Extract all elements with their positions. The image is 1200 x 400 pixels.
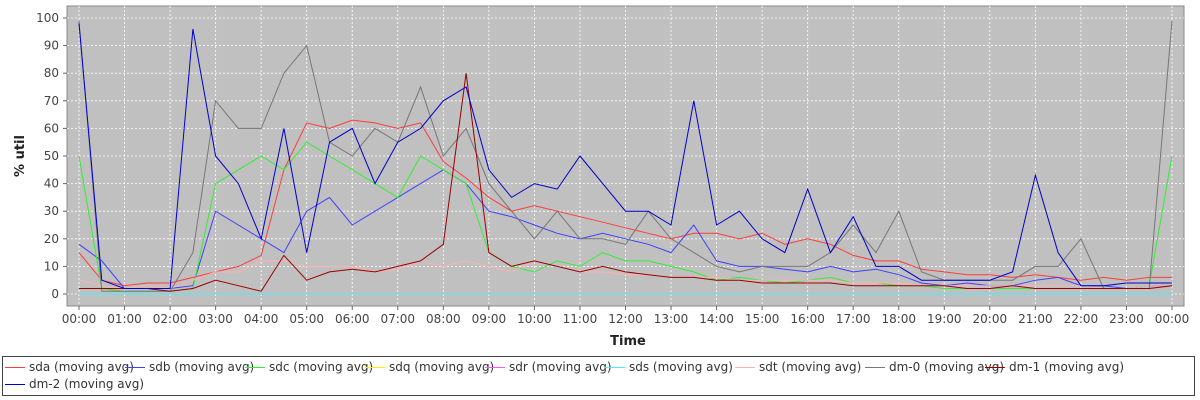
legend-item: dm-2 (moving avg): [5, 377, 144, 393]
legend-swatch: [485, 367, 505, 368]
legend-item: sdb (moving avg): [125, 360, 254, 376]
y-tick-label: 20: [44, 232, 59, 246]
x-tick-label: 21:00: [1018, 312, 1053, 326]
legend-swatch: [5, 367, 25, 368]
legend-label: dm-1 (moving avg): [1009, 360, 1125, 374]
legend-swatch: [5, 384, 25, 385]
y-axis-title: % util: [13, 135, 28, 177]
legend-item: sdc (moving avg): [245, 360, 373, 376]
x-tick-label: 23:00: [1109, 312, 1144, 326]
y-tick-label: 10: [44, 259, 59, 273]
legend-label: sdq (moving avg): [389, 360, 495, 374]
x-tick-label: 01:00: [107, 312, 142, 326]
y-tick-label: 80: [44, 66, 59, 80]
y-tick-label: 70: [44, 94, 59, 108]
series-line-dm-2: [78, 23, 1172, 289]
legend-item: sdr (moving avg): [485, 360, 612, 376]
x-tick-label: 15:00: [745, 312, 780, 326]
x-tick-label: 19:00: [927, 312, 962, 326]
y-tick-label: 50: [44, 149, 59, 163]
legend-swatch: [985, 367, 1005, 368]
series-line-sdt: [78, 260, 1172, 290]
legend-swatch: [605, 367, 625, 368]
legend-swatch: [125, 367, 145, 368]
x-tick-label: 22:00: [1064, 312, 1099, 326]
legend-label: sdb (moving avg): [149, 360, 255, 374]
x-tick-label: 04:00: [244, 312, 279, 326]
legend: sda (moving avg) sdb (moving avg) sdc (mov…: [2, 356, 1195, 396]
legend-label: sds (moving avg): [629, 360, 733, 374]
x-tick-label: 02:00: [153, 312, 188, 326]
x-tick-label: 08:00: [426, 312, 461, 326]
x-axis: 00:00 01:00 02:00 03:00 04:00 05:00 06:00 07:00…: [62, 306, 1190, 326]
x-tick-label: 18:00: [881, 312, 916, 326]
legend-swatch: [735, 367, 755, 368]
x-tick-label: 12:00: [608, 312, 643, 326]
x-tick-label: 20:00: [973, 312, 1008, 326]
y-tick-label: 100: [36, 11, 59, 25]
y-tick-label: 0: [51, 287, 59, 301]
y-axis: 0 10 20 30 40 50 60 70 80 90 100: [36, 11, 67, 301]
x-tick-label: 11:00: [563, 312, 598, 326]
x-tick-label: 10:00: [517, 312, 552, 326]
legend-item: sdt (moving avg): [735, 360, 861, 376]
y-tick-label: 60: [44, 121, 59, 135]
x-tick-label: 16:00: [790, 312, 825, 326]
legend-label: sdc (moving avg): [269, 360, 374, 374]
series-layer: [78, 20, 1173, 295]
legend-item: sdq (moving avg): [365, 360, 494, 376]
legend-label: dm-2 (moving avg): [29, 377, 145, 391]
legend-label: sdt (moving avg): [759, 360, 862, 374]
x-tick-label: 05:00: [289, 312, 324, 326]
x-tick-label: 17:00: [836, 312, 871, 326]
legend-label: sda (moving avg): [29, 360, 134, 374]
x-tick-label: 00:00: [1155, 312, 1190, 326]
x-tick-label: 06:00: [335, 312, 370, 326]
legend-swatch: [365, 367, 385, 368]
x-tick-label: 03:00: [198, 312, 233, 326]
legend-item: sds (moving avg): [605, 360, 733, 376]
series-line-sda: [78, 119, 1172, 287]
series-line-dm-1: [79, 73, 1173, 292]
x-axis-title: Time: [610, 334, 646, 349]
y-tick-label: 30: [44, 204, 59, 218]
x-tick-label: 07:00: [380, 312, 415, 326]
legend-item: sda (moving avg): [5, 360, 134, 376]
y-tick-label: 90: [44, 39, 59, 53]
x-tick-label: 09:00: [472, 312, 507, 326]
x-tick-label: 14:00: [699, 312, 734, 326]
legend-label: dm-0 (moving avg): [889, 360, 1005, 374]
legend-label: sdr (moving avg): [509, 360, 612, 374]
legend-swatch: [245, 367, 265, 368]
utilization-chart: 0 10 20 30 40 50 60 70 80 90 100 00:00 01:00 02:00 03…: [13, 5, 1190, 349]
x-tick-label: 13:00: [654, 312, 689, 326]
legend-swatch: [865, 367, 885, 368]
legend-item: dm-0 (moving avg): [865, 360, 1004, 376]
legend-item: dm-1 (moving avg): [985, 360, 1124, 376]
x-tick-label: 00:00: [62, 312, 97, 326]
y-tick-label: 40: [44, 177, 59, 191]
